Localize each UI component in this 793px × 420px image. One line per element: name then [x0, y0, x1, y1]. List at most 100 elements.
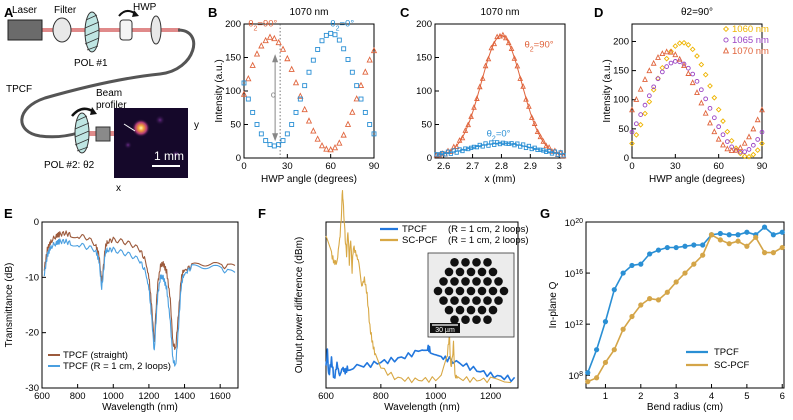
triangle-marker — [253, 50, 261, 57]
triangle-marker — [310, 127, 317, 134]
diamond-marker — [663, 55, 670, 62]
triangle-marker — [722, 47, 730, 54]
square-marker — [555, 152, 560, 157]
triangle-marker — [746, 133, 752, 140]
chart-e-legend-label: TPCF (R = 1 cm, 2 loops) — [63, 361, 171, 372]
triangle-marker — [737, 144, 744, 151]
laser-label: Laser — [12, 5, 38, 16]
square-marker — [535, 147, 540, 152]
q-point — [691, 261, 697, 267]
q-point — [629, 262, 635, 269]
circle-marker — [655, 76, 661, 82]
chart-g-ylabel: In-plane Q — [548, 281, 559, 328]
circle-marker — [723, 37, 729, 43]
triangle-marker — [362, 68, 369, 75]
q-point — [655, 247, 662, 253]
triangle-marker — [465, 121, 472, 128]
q-point — [647, 296, 653, 302]
triangle-marker — [534, 128, 541, 135]
chart-d-title: θ2=90° — [681, 7, 713, 18]
square-marker — [506, 141, 511, 146]
triangle-marker — [676, 55, 683, 62]
plot-frame — [325, 221, 519, 389]
triangle-marker — [711, 128, 718, 135]
triangle-marker — [500, 31, 506, 38]
circle-marker — [750, 142, 756, 148]
triangle-marker — [754, 116, 761, 123]
square-marker — [362, 109, 368, 115]
triangle-marker — [468, 113, 474, 119]
diamond-marker — [676, 40, 683, 47]
x-tick-label: 5 — [744, 391, 749, 402]
q-point — [770, 232, 776, 238]
x-tick-label: 2.7 — [466, 161, 479, 172]
circle-marker — [642, 102, 648, 108]
q-point — [611, 347, 617, 353]
chart-d-ylabel: Intensity (a.u.) — [602, 59, 613, 122]
chart-f-legend-note: (R = 1 cm, 2 loops) — [448, 224, 529, 235]
polarizer-1 — [84, 11, 100, 53]
diamond-marker — [722, 25, 730, 33]
chart-c-blue-label: θ2=0° — [487, 129, 511, 143]
square-marker — [328, 30, 334, 36]
chart-g-legend-label: TPCF — [714, 347, 739, 358]
chart-e-legend-label: TPCF (straight) — [63, 350, 128, 361]
triangle-marker — [288, 65, 295, 72]
triangle-marker — [353, 95, 360, 102]
square-marker — [310, 57, 316, 63]
beam-spot — [132, 119, 150, 137]
square-marker — [529, 146, 534, 152]
triangle-marker — [249, 61, 256, 68]
square-marker — [284, 131, 290, 137]
x-tick-label: 1000 — [425, 391, 446, 402]
diamond-marker — [694, 53, 700, 59]
square-marker — [492, 142, 497, 147]
diamond-marker — [711, 94, 718, 101]
q-point — [620, 326, 626, 332]
x-tick-label: 1 — [603, 391, 608, 402]
x-tick-label: 0 — [629, 161, 634, 172]
chart-f-xlabel: Wavelength (nm) — [384, 402, 460, 413]
y-tick-label: 108 — [569, 371, 584, 383]
triangle-marker — [543, 142, 550, 149]
diamond-marker — [629, 140, 635, 147]
circle-marker — [703, 96, 709, 102]
x-tick-label: 30 — [282, 161, 293, 172]
polarizer-1-hatch — [84, 14, 100, 51]
circle-marker — [638, 112, 644, 117]
tpcf-fiber — [20, 28, 196, 139]
q-point — [664, 289, 670, 295]
triangle-marker — [520, 83, 526, 89]
air-hole — [444, 267, 454, 277]
triangle-marker — [517, 75, 524, 81]
triangle-marker — [663, 48, 670, 55]
q-line — [587, 234, 783, 383]
filter-label: Filter — [54, 5, 77, 16]
circle-marker — [694, 78, 700, 84]
q-point — [602, 319, 609, 325]
chart-c-beam-profile: 1070 nm 2.6 2.7 2.8 2.9 3 0 50 100 150 200 x (mm) θ2… — [416, 7, 567, 185]
chart-d-legend-label: 1065 nm — [732, 35, 769, 46]
x-tick-label: 4 — [709, 391, 714, 402]
y-tick-label: 0 — [624, 153, 629, 164]
plot-frame — [41, 221, 239, 389]
square-marker — [332, 32, 338, 38]
y-tick-label: 1016 — [565, 269, 583, 281]
triangle-marker — [733, 146, 739, 153]
square-marker — [546, 148, 552, 154]
square-marker — [349, 69, 355, 75]
chart-c-orange-label: θ2=90° — [524, 39, 553, 53]
pol2-label: POL #2: θ2 — [44, 160, 95, 171]
square-marker — [323, 32, 329, 38]
triangle-marker — [488, 44, 495, 51]
q-point — [761, 250, 768, 256]
triangle-marker — [491, 40, 498, 47]
q-point — [753, 234, 759, 240]
square-marker — [358, 96, 364, 102]
square-marker — [319, 38, 325, 44]
triangle-marker — [305, 117, 313, 124]
square-marker — [258, 131, 264, 137]
x-tick-label: 90 — [757, 161, 768, 172]
y-tick-label: -20 — [25, 328, 39, 339]
